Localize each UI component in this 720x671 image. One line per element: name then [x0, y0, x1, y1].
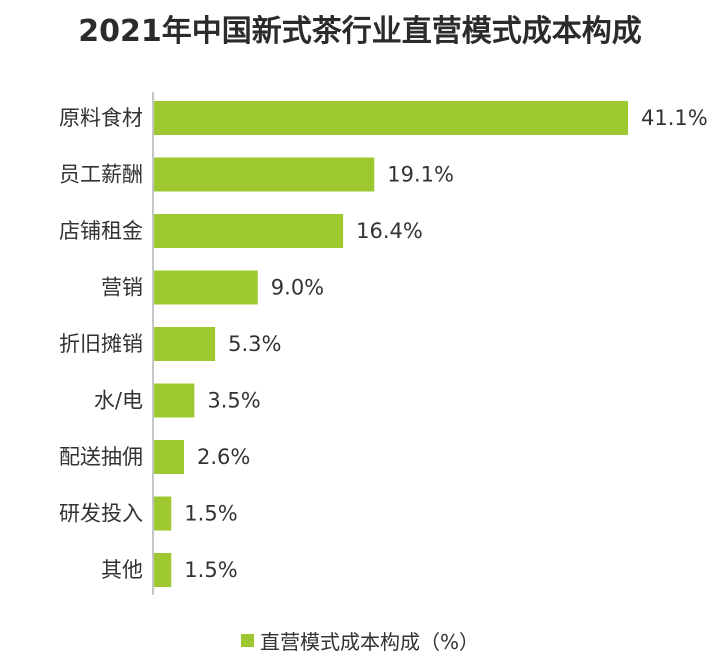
category-label: 其他	[101, 558, 143, 582]
legend-label: 直营模式成本构成（%）	[259, 630, 479, 654]
category-label: 水/电	[94, 389, 143, 413]
value-label: 3.5%	[207, 389, 260, 413]
bar	[154, 440, 184, 474]
category-label: 研发投入	[59, 502, 143, 526]
value-label: 16.4%	[356, 219, 423, 243]
value-label: 1.5%	[184, 502, 237, 526]
category-label: 原料食材	[59, 106, 143, 130]
value-label: 5.3%	[228, 332, 281, 356]
value-label: 1.5%	[184, 558, 237, 582]
value-label: 41.1%	[641, 106, 708, 130]
bar	[154, 496, 172, 531]
value-label: 9.0%	[271, 276, 324, 300]
category-label: 员工薪酬	[59, 163, 143, 187]
bar	[154, 157, 375, 192]
bar	[154, 553, 172, 587]
value-label: 2.6%	[197, 445, 250, 469]
bar	[154, 383, 195, 418]
value-label: 19.1%	[387, 163, 454, 187]
bar	[154, 101, 628, 135]
legend-swatch	[240, 634, 254, 647]
chart-title: 2021年中国新式茶行业直营模式成本构成	[78, 14, 642, 49]
category-label: 营销	[101, 276, 143, 300]
bar	[154, 270, 258, 305]
category-label: 店铺租金	[59, 219, 143, 243]
category-label: 折旧摊销	[59, 332, 143, 356]
bar	[154, 214, 344, 248]
bar	[154, 327, 216, 361]
legend: 直营模式成本构成（%）	[0, 626, 720, 655]
category-label: 配送抽佣	[59, 445, 143, 469]
bars-group: 原料食材 41.1% 员工薪酬 19.1% 店铺租金 16.4% 营销 9.0% 折旧摊销 5.3…	[59, 101, 708, 587]
